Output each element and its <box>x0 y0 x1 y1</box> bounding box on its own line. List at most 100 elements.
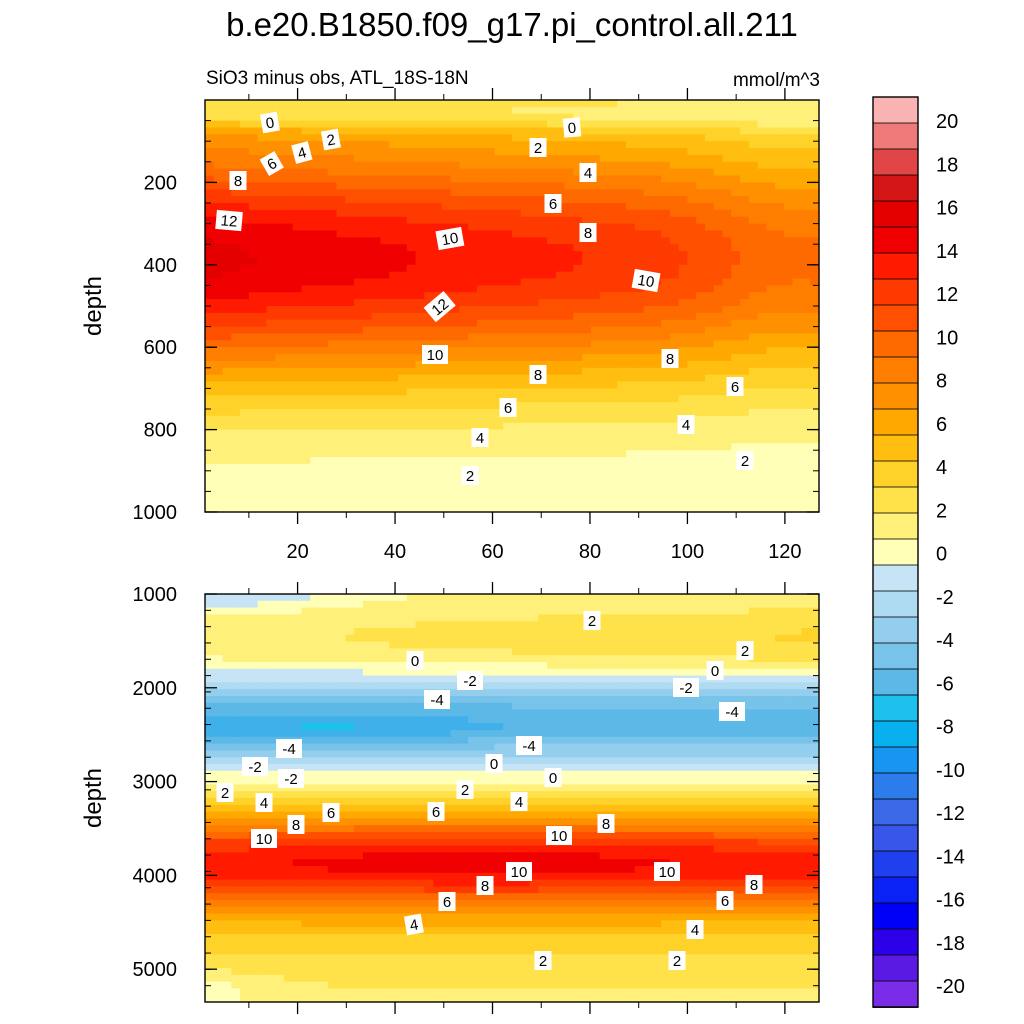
field-cell <box>722 422 732 431</box>
field-cell <box>248 264 259 273</box>
field-cell <box>222 237 232 245</box>
field-cell <box>599 306 610 314</box>
field-cell <box>415 223 425 232</box>
field-cell <box>687 607 697 615</box>
field-cell <box>319 436 329 444</box>
field-cell <box>669 182 680 190</box>
field-cell <box>520 409 531 417</box>
field-cell <box>494 209 504 218</box>
field-cell <box>468 168 478 177</box>
field-cell <box>406 237 417 245</box>
field-cell <box>257 607 267 615</box>
field-cell <box>512 106 522 115</box>
field-cell <box>538 216 548 225</box>
field-cell <box>301 450 311 458</box>
field-cell <box>459 491 469 499</box>
field-cell <box>450 251 460 259</box>
field-cell <box>801 189 811 197</box>
field-cell <box>503 491 513 499</box>
field-cell <box>626 306 636 314</box>
field-cell <box>538 271 548 280</box>
field-cell <box>766 477 776 486</box>
field-cell <box>266 292 276 300</box>
field-cell <box>310 292 320 300</box>
field-cell <box>222 641 232 649</box>
field-cell <box>248 594 259 602</box>
field-cell <box>468 484 478 492</box>
field-cell <box>599 196 610 204</box>
field-cell <box>319 148 329 156</box>
field-cell <box>582 484 592 492</box>
field-cell <box>327 154 338 163</box>
field-cell <box>599 120 610 129</box>
field-cell <box>529 264 539 273</box>
field-cell <box>643 230 653 238</box>
field-cell <box>494 607 504 615</box>
field-cell <box>669 422 680 431</box>
field-cell <box>275 120 285 129</box>
field-cell <box>222 230 232 238</box>
field-cell <box>441 409 452 417</box>
field-cell <box>792 415 803 424</box>
field-cell <box>696 203 706 211</box>
field-cell <box>678 203 689 211</box>
field-cell <box>433 436 443 444</box>
field-cell <box>301 484 311 492</box>
field-cell <box>205 409 215 417</box>
field-cell <box>512 203 522 211</box>
field-cell <box>266 306 276 314</box>
field-cell <box>266 477 276 486</box>
field-cell <box>801 257 811 266</box>
field-cell <box>661 168 671 177</box>
field-cell <box>696 443 706 451</box>
field-cell <box>397 470 408 479</box>
field-cell <box>626 498 636 506</box>
field-cell <box>520 607 531 615</box>
field-cell <box>397 237 408 245</box>
field-cell <box>626 374 636 383</box>
field-cell <box>336 299 346 307</box>
field-cell <box>301 161 311 170</box>
field-cell <box>441 450 452 458</box>
field-cell <box>476 614 487 622</box>
field-cell <box>275 113 285 122</box>
field-cell <box>704 326 715 335</box>
field-cell <box>731 230 741 238</box>
field-cell <box>485 470 496 479</box>
field-cell <box>608 463 618 472</box>
field-cell <box>476 168 487 177</box>
field-cell <box>538 168 548 177</box>
field-cell <box>301 113 311 122</box>
field-cell <box>652 388 662 396</box>
field-cell <box>687 340 697 348</box>
field-cell <box>783 340 794 348</box>
field-cell <box>547 354 557 362</box>
field-cell <box>643 244 653 252</box>
field-cell <box>801 594 811 602</box>
field-cell <box>397 216 408 225</box>
field-cell <box>582 333 592 341</box>
field-cell <box>240 395 250 403</box>
field-cell <box>494 161 504 170</box>
field-cell <box>354 251 364 259</box>
field-cell <box>494 285 504 293</box>
field-cell <box>617 621 627 629</box>
field-cell <box>652 134 662 142</box>
field-cell <box>722 161 732 170</box>
field-cell <box>415 271 425 280</box>
field-cell <box>336 388 346 396</box>
field-cell <box>678 498 689 506</box>
field-cell <box>783 216 794 225</box>
field-cell <box>310 505 320 513</box>
field-cell <box>292 367 303 376</box>
field-cell <box>704 648 715 656</box>
field-cell <box>222 628 232 636</box>
field-cell <box>538 477 548 486</box>
field-cell <box>292 196 303 204</box>
field-cell <box>775 621 785 629</box>
field-cell <box>687 278 697 286</box>
field-cell <box>205 271 215 280</box>
field-cell <box>336 154 346 163</box>
field-cell <box>283 505 294 513</box>
field-cell <box>433 621 443 629</box>
